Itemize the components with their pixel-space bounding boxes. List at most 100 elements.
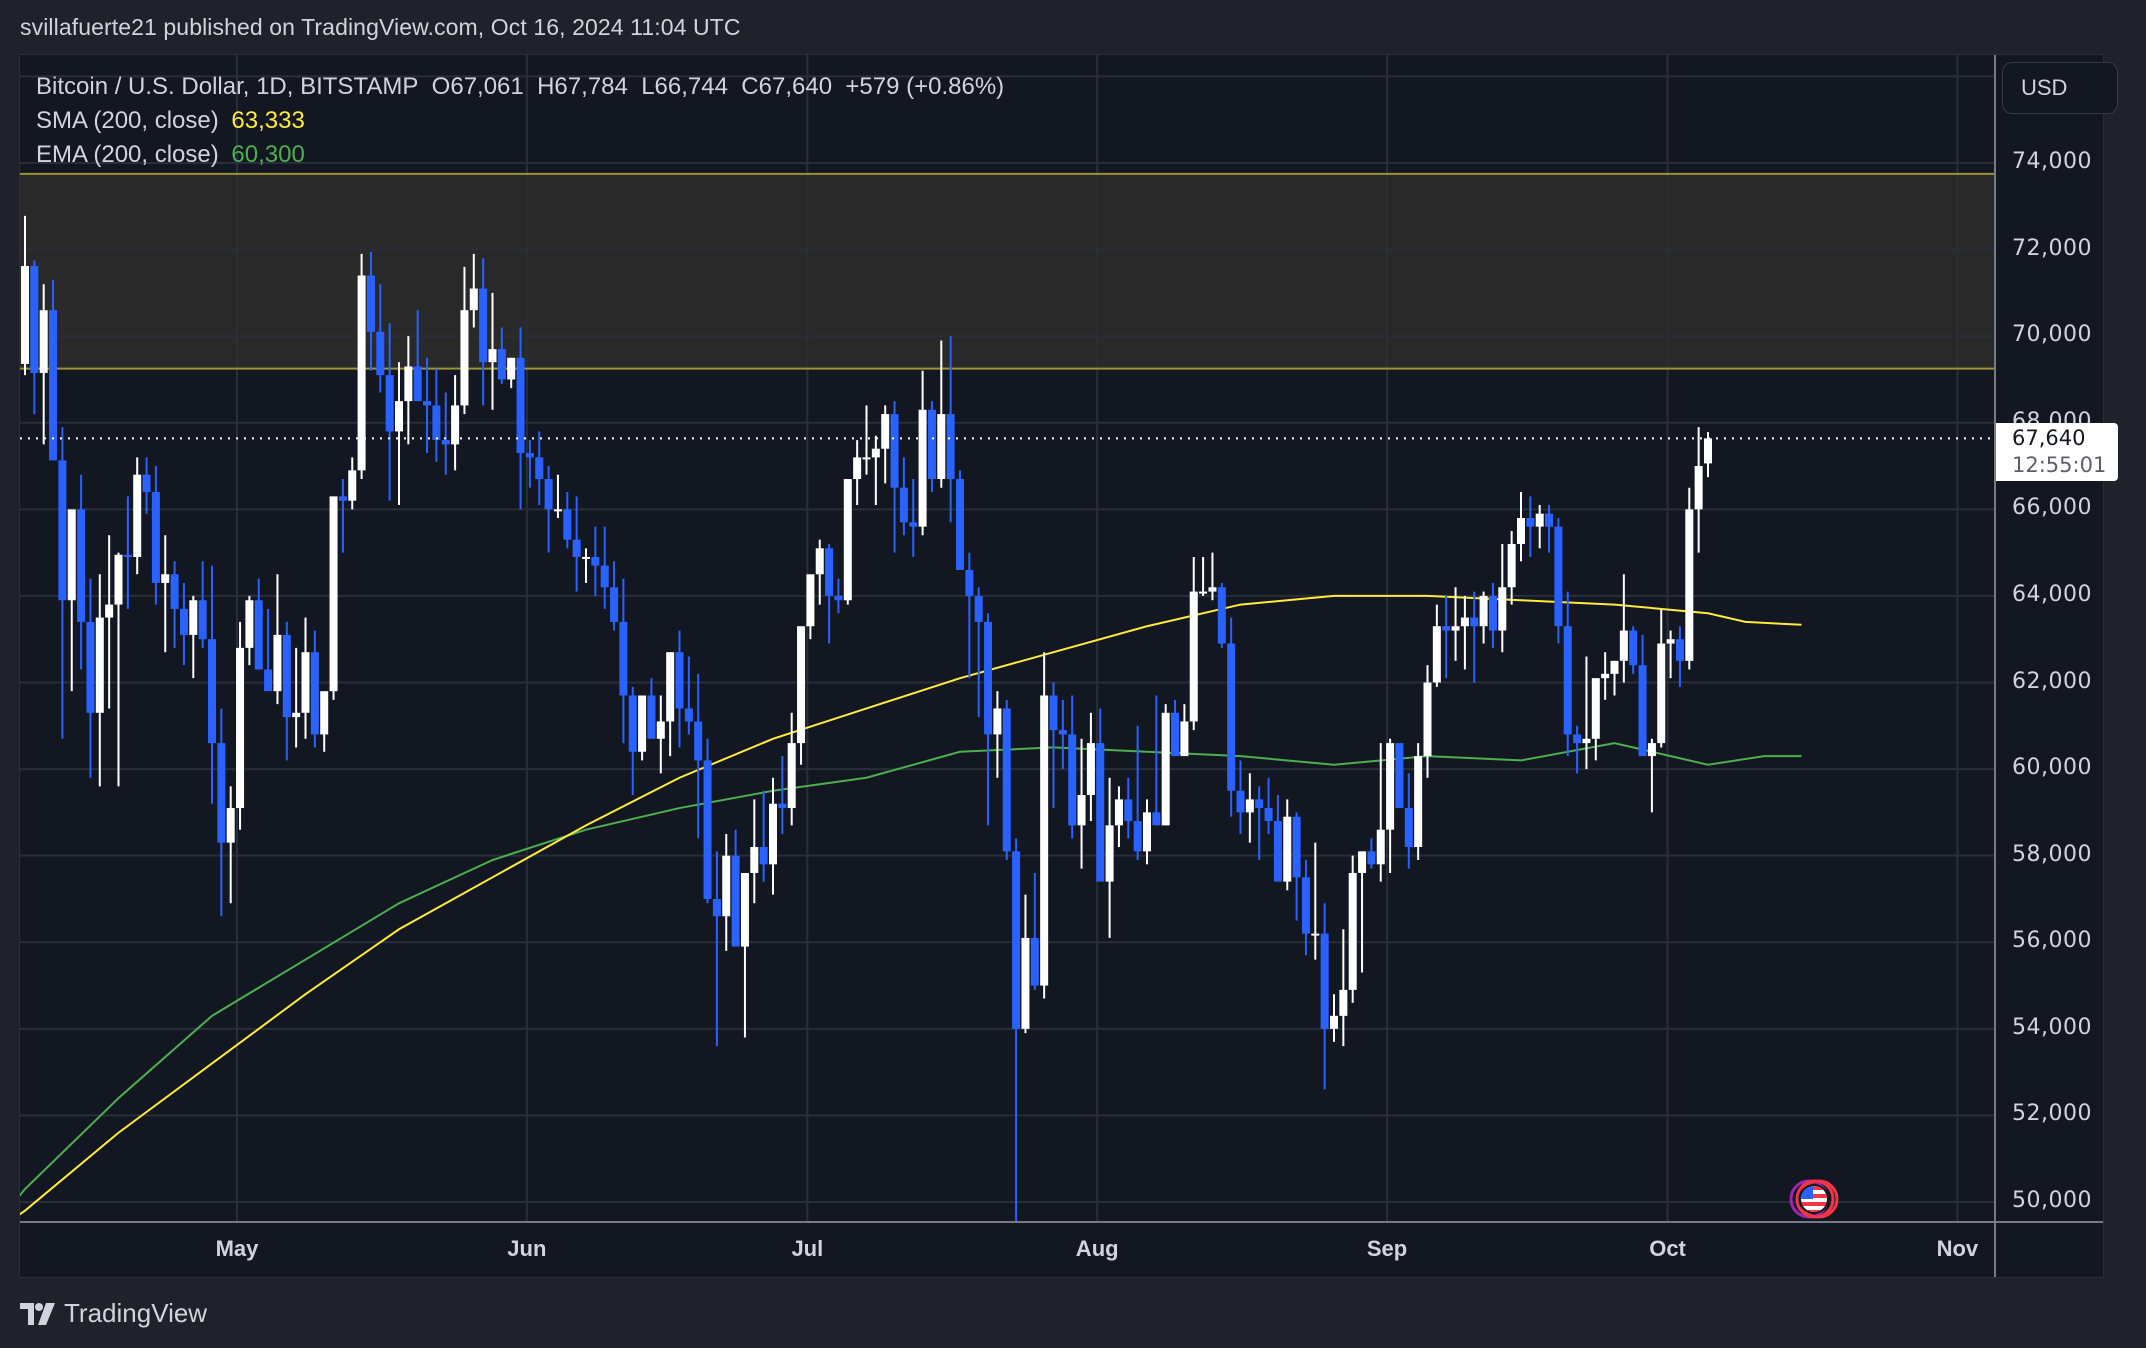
candle-down <box>1096 743 1105 882</box>
brand-name: TradingView <box>64 1298 208 1328</box>
candle-up <box>1348 872 1357 990</box>
candle-up <box>1339 989 1348 1016</box>
candle-down <box>946 414 955 480</box>
candle-down <box>86 621 95 713</box>
symbol-title: Bitcoin / U.S. Dollar, 1D, BITSTAMP <box>36 73 419 100</box>
candle-up <box>1507 543 1516 588</box>
candle-up <box>404 366 413 402</box>
ema-200-line <box>20 742 1802 1197</box>
candle-up <box>1386 743 1395 830</box>
candle-down <box>1068 734 1077 826</box>
price-tick-label: 54,000 <box>2012 1014 2092 1040</box>
price-tick-label: 72,000 <box>2012 235 2092 261</box>
candle-down <box>610 587 619 622</box>
candle-down <box>1030 937 1039 986</box>
candle-up <box>1114 799 1123 826</box>
candle-up <box>1199 591 1208 594</box>
candle-up <box>881 414 890 449</box>
candle-up <box>656 721 665 739</box>
bar-countdown: 12:55:01 <box>2012 453 2107 477</box>
candle-up <box>320 691 329 735</box>
last-price-label: 67,640 12:55:01 <box>1996 423 2118 481</box>
candle-up <box>1245 799 1254 813</box>
candle-down <box>965 569 974 596</box>
ohlc-high: H67,784 <box>537 73 628 100</box>
candle-up <box>1283 816 1292 882</box>
candle-down <box>198 600 207 640</box>
candle-up <box>1143 812 1151 852</box>
candle-up <box>1685 509 1694 661</box>
candle-up <box>273 634 282 692</box>
candle-down <box>1058 730 1067 735</box>
price-tick-label: 60,000 <box>2012 755 2092 781</box>
candle-down <box>49 310 58 461</box>
candle-down <box>834 595 843 601</box>
candle-down <box>1675 639 1684 661</box>
candle-up <box>226 808 235 843</box>
candle-down <box>703 760 712 899</box>
candle-down <box>1320 933 1329 1029</box>
candle-down <box>1573 734 1582 744</box>
candle-down <box>1227 643 1236 791</box>
candle-up <box>1601 673 1610 679</box>
candle-down <box>1255 799 1264 809</box>
candle-down <box>694 721 703 761</box>
candle-down <box>956 479 964 570</box>
candle-down <box>731 855 740 947</box>
candle-down <box>600 565 609 588</box>
candle-up <box>1610 660 1619 674</box>
candle-up <box>553 509 562 512</box>
price-tick-label: 52,000 <box>2012 1101 2092 1127</box>
candle-up <box>21 266 29 364</box>
candle-down <box>123 554 132 557</box>
candle-down <box>264 669 273 692</box>
candle-down <box>1526 517 1535 527</box>
candle-up <box>1208 587 1217 592</box>
ohlc-low: L66,744 <box>641 73 728 100</box>
sma-legend-row[interactable]: SMA (200, close) 63,333 <box>36 104 1004 138</box>
candle-up <box>853 457 862 480</box>
price-tick-label: 70,000 <box>2012 322 2092 348</box>
symbol-legend-row[interactable]: Bitcoin / U.S. Dollar, 1D, BITSTAMP O67,… <box>36 70 1004 104</box>
candle-up <box>67 509 76 601</box>
candle-up <box>348 470 357 501</box>
candle-up <box>1647 743 1656 757</box>
plot-area[interactable] <box>0 215 1995 1245</box>
candle-up <box>1704 438 1712 464</box>
candle-down <box>1236 790 1245 813</box>
candle-up <box>1657 643 1666 744</box>
candle-up <box>582 556 590 559</box>
candle-down <box>516 357 525 454</box>
candle-down <box>563 509 572 540</box>
candle-up <box>1414 756 1423 848</box>
candle-up <box>1694 466 1703 510</box>
candle-up <box>1330 1015 1338 1029</box>
candle-down <box>1002 708 1011 852</box>
candle-down <box>1554 526 1563 627</box>
candle-up <box>189 600 198 635</box>
candle-down <box>423 401 432 406</box>
candle-down <box>142 474 151 493</box>
candle-up <box>1376 829 1385 865</box>
us-flag-event-icon[interactable] <box>1787 1176 1843 1222</box>
candle-down <box>77 509 86 622</box>
candle-down <box>179 608 188 635</box>
candle-down <box>544 479 553 510</box>
candle-up <box>39 310 48 373</box>
candle-up <box>1582 738 1591 744</box>
ema-legend-row[interactable]: EMA (200, close) 60,300 <box>36 138 1004 172</box>
candle-down <box>890 414 899 488</box>
candle-up <box>871 448 880 458</box>
tradingview-brand[interactable]: TradingView <box>20 1298 207 1329</box>
chart-legend: Bitcoin / U.S. Dollar, 1D, BITSTAMP O67,… <box>36 70 1004 172</box>
candle-up <box>245 600 254 648</box>
candle-down <box>778 803 787 809</box>
candle-down <box>1124 799 1133 822</box>
month-label-aug: Aug <box>1075 1236 1119 1261</box>
currency-button[interactable]: USD <box>2002 62 2118 114</box>
candle-up <box>740 872 749 947</box>
candle-down <box>366 275 375 332</box>
candle-up <box>236 647 245 809</box>
candle-up <box>1423 682 1432 757</box>
